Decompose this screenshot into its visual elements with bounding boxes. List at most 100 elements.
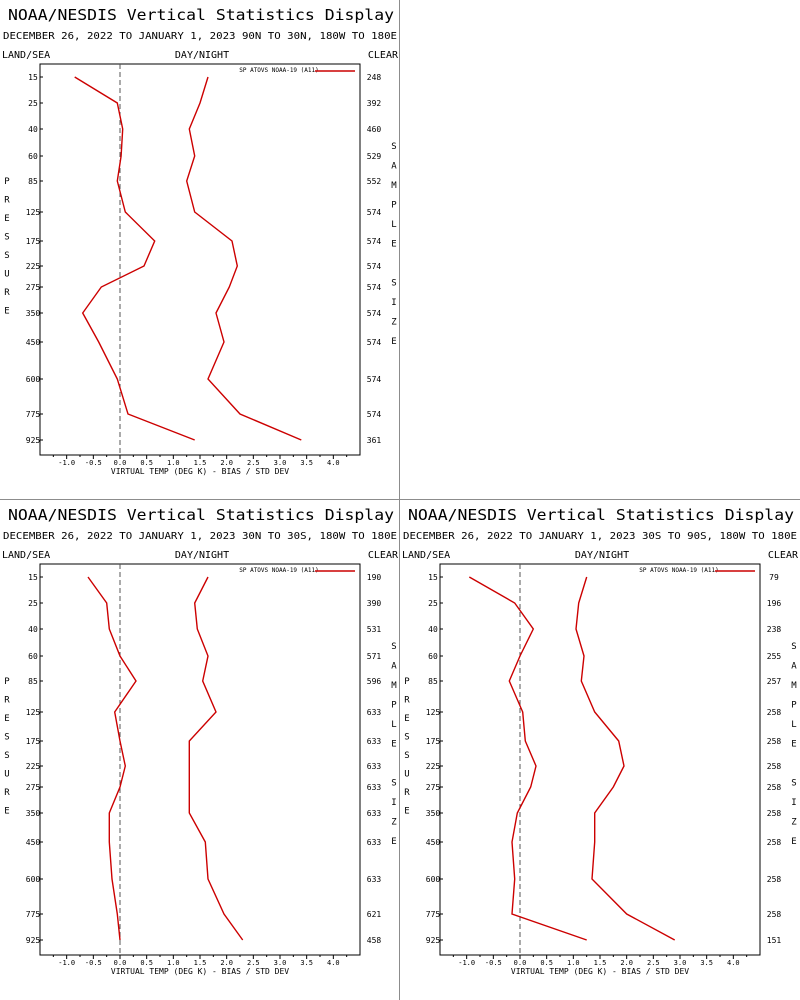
bias-line bbox=[468, 576, 587, 941]
plot-frame bbox=[39, 63, 361, 456]
x-axis-label: VIRTUAL TEMP (DEG K) - BIAS / STD DEV bbox=[111, 967, 289, 976]
pressure-level-label: 60 bbox=[28, 152, 38, 161]
pressure-level-label: 175 bbox=[26, 737, 41, 746]
x-tick-label: -0.5 bbox=[485, 959, 502, 967]
pressure-level-label: 225 bbox=[26, 262, 41, 271]
sample-size-label: 196 bbox=[767, 599, 782, 608]
sample-size-label: 392 bbox=[367, 99, 382, 108]
clear-label: CLEAR bbox=[368, 550, 399, 561]
pressure-level-label: 275 bbox=[26, 783, 41, 792]
x-tick-label: 0.0 bbox=[114, 959, 127, 967]
chart-panel-south: NOAA/NESDIS Vertical Statistics Display D… bbox=[402, 506, 799, 976]
sample-size-label: 460 bbox=[367, 125, 382, 134]
pressure-level-label: 450 bbox=[26, 838, 41, 847]
chart-title: NOAA/NESDIS Vertical Statistics Display bbox=[8, 6, 394, 24]
pressure-level-label: 600 bbox=[26, 875, 41, 884]
sample-size-label: 529 bbox=[367, 152, 382, 161]
chart-title: NOAA/NESDIS Vertical Statistics Display bbox=[408, 506, 794, 524]
pressure-level-label: 275 bbox=[426, 783, 441, 792]
sample-size-label: 633 bbox=[367, 737, 382, 746]
sample-size-label: 258 bbox=[767, 875, 782, 884]
sample-size-label: 633 bbox=[367, 809, 382, 818]
pressure-level-label: 15 bbox=[28, 573, 38, 582]
std-dev-line bbox=[575, 576, 676, 941]
pressure-level-label: 600 bbox=[26, 375, 41, 384]
x-tick-label: 3.5 bbox=[700, 959, 713, 967]
x-tick-label: 2.5 bbox=[247, 459, 260, 467]
sample-size-label: 574 bbox=[367, 283, 382, 292]
bias-line bbox=[87, 576, 137, 941]
x-tick-label: 4.0 bbox=[327, 459, 340, 467]
day-night-label: DAY/NIGHT bbox=[175, 50, 229, 61]
pressure-level-label: 350 bbox=[426, 809, 441, 818]
bias-line bbox=[74, 76, 195, 441]
sample-size-label: 151 bbox=[767, 936, 782, 945]
sample-size-label: 258 bbox=[767, 762, 782, 771]
x-tick-label: 0.0 bbox=[114, 459, 127, 467]
x-tick-label: -1.0 bbox=[458, 959, 475, 967]
x-tick-label: 2.0 bbox=[220, 959, 233, 967]
land-sea-label: LAND/SEA bbox=[402, 550, 450, 561]
pressure-level-label: 40 bbox=[428, 625, 438, 634]
pressure-level-label: 25 bbox=[28, 599, 38, 608]
sample-size-label: 574 bbox=[367, 262, 382, 271]
sample-size-label: 258 bbox=[767, 809, 782, 818]
sample-size-label: 633 bbox=[367, 762, 382, 771]
x-tick-label: 3.0 bbox=[274, 959, 287, 967]
x-tick-label: 2.5 bbox=[647, 959, 660, 967]
pressure-level-label: 85 bbox=[28, 177, 38, 186]
std-dev-line bbox=[185, 76, 302, 441]
clear-label: CLEAR bbox=[368, 50, 399, 61]
sample-size-label: 574 bbox=[367, 309, 382, 318]
day-night-label: DAY/NIGHT bbox=[175, 550, 229, 561]
sample-size-label: 633 bbox=[367, 838, 382, 847]
pressure-level-label: 60 bbox=[28, 652, 38, 661]
pressure-level-label: 350 bbox=[26, 809, 41, 818]
chart-subtitle: DECEMBER 26, 2022 TO JANUARY 1, 2023 90N… bbox=[3, 31, 397, 42]
chart-panel-tropics: NOAA/NESDIS Vertical Statistics Display D… bbox=[2, 506, 399, 976]
land-sea-label: LAND/SEA bbox=[2, 550, 50, 561]
pressure-level-label: 350 bbox=[26, 309, 41, 318]
std-dev-line bbox=[188, 576, 244, 941]
vertical-divider bbox=[399, 0, 400, 1000]
sample-size-label: 574 bbox=[367, 237, 382, 246]
pressure-level-label: 125 bbox=[426, 708, 441, 717]
pressure-level-label: 40 bbox=[28, 125, 38, 134]
pressure-level-label: 225 bbox=[426, 762, 441, 771]
x-tick-label: 3.5 bbox=[300, 459, 313, 467]
chart-subtitle: DECEMBER 26, 2022 TO JANUARY 1, 2023 30S… bbox=[403, 531, 797, 542]
chart-panel-north: NOAA/NESDIS Vertical Statistics Display D… bbox=[2, 6, 399, 476]
sample-size-label: 633 bbox=[367, 708, 382, 717]
x-tick-label: 2.0 bbox=[620, 959, 633, 967]
sample-size-label: 574 bbox=[367, 208, 382, 217]
x-axis-label: VIRTUAL TEMP (DEG K) - BIAS / STD DEV bbox=[511, 967, 689, 976]
x-tick-label: -1.0 bbox=[58, 959, 75, 967]
x-tick-label: 2.0 bbox=[220, 459, 233, 467]
sample-size-label: 596 bbox=[367, 677, 382, 686]
x-tick-label: 1.5 bbox=[594, 959, 607, 967]
pressure-level-label: 175 bbox=[426, 737, 441, 746]
pressure-level-label: 15 bbox=[428, 573, 438, 582]
x-tick-label: 1.0 bbox=[567, 959, 580, 967]
sample-size-label: 574 bbox=[367, 410, 382, 419]
pressure-level-label: 775 bbox=[426, 910, 441, 919]
sample-size-label: 574 bbox=[367, 338, 382, 347]
x-tick-label: 4.0 bbox=[727, 959, 740, 967]
pressure-level-label: 25 bbox=[28, 99, 38, 108]
sample-size-label: 574 bbox=[367, 375, 382, 384]
sample-size-label: 458 bbox=[367, 936, 382, 945]
sample-size-label: 248 bbox=[367, 73, 382, 82]
pressure-level-label: 175 bbox=[26, 237, 41, 246]
pressure-level-label: 125 bbox=[26, 708, 41, 717]
x-tick-label: 4.0 bbox=[327, 959, 340, 967]
pressure-level-label: 925 bbox=[26, 936, 41, 945]
x-tick-label: 0.5 bbox=[140, 459, 153, 467]
sample-size-label: 258 bbox=[767, 910, 782, 919]
sample-size-label: 255 bbox=[767, 652, 782, 661]
pressure-level-label: 225 bbox=[26, 762, 41, 771]
plot-frame bbox=[39, 563, 361, 956]
